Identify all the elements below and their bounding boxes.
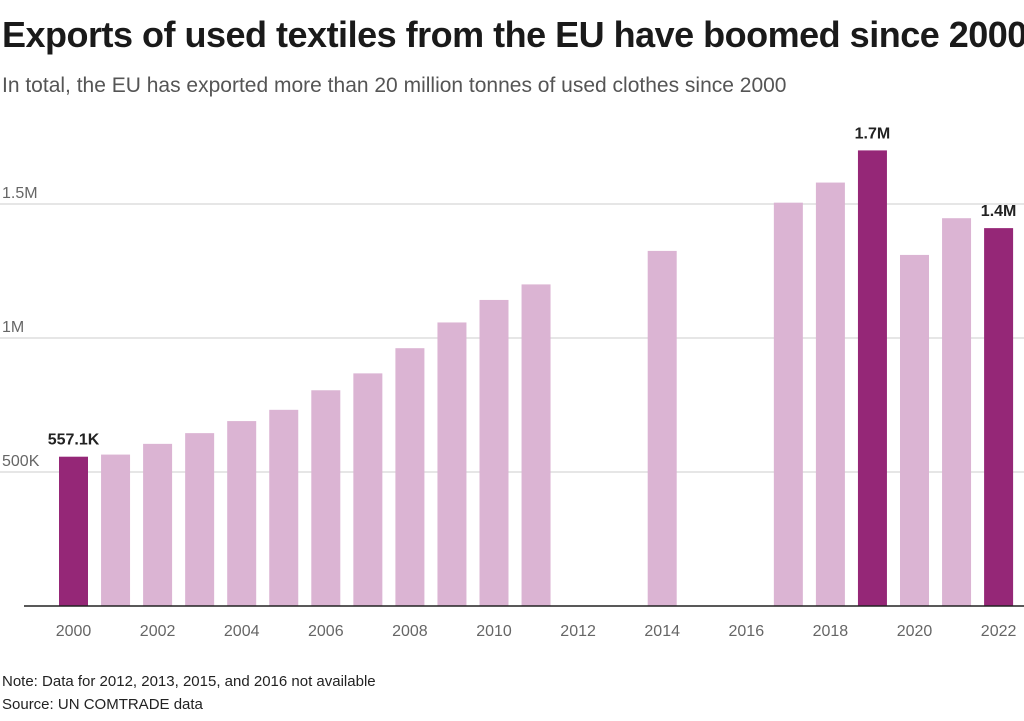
x-tick-label: 2014 [644,623,680,640]
x-tick-label: 2004 [224,623,260,640]
y-tick-label: 1M [2,319,24,336]
chart-title: Exports of used textiles from the EU hav… [2,14,1024,55]
bar [773,202,803,606]
bar [900,254,929,607]
chart-note: Note: Data for 2012, 2013, 2015, and 201… [2,673,376,690]
bar [143,443,173,606]
bar [521,284,551,606]
bars [59,150,1014,607]
data-label: 557.1K [48,432,100,449]
bar [353,373,383,606]
bar [227,421,257,606]
bar [479,299,509,606]
bar [395,348,425,606]
x-tick-label: 2010 [476,623,512,640]
x-tick-label: 2002 [140,623,176,640]
bar [437,322,467,606]
x-tick-label: 2000 [56,623,92,640]
bar [101,454,131,606]
x-tick-label: 2008 [392,623,428,640]
data-label: 1.4M [981,203,1017,220]
x-tick-label: 2018 [813,623,849,640]
x-tick-label: 2012 [560,623,596,640]
bar [647,250,677,606]
gridlines: 500K 1M 1.5M [0,185,1024,473]
bar [942,218,972,607]
bar [857,150,887,606]
data-labels: 557.1K 1.7M 1.4M [48,125,1017,448]
bar [815,182,845,606]
x-tick-label: 2022 [981,623,1017,640]
y-tick-label: 500K [2,453,40,470]
x-axis: 2000 2002 2004 2006 2008 2010 2012 2014 2016 2018… [24,605,1024,640]
y-tick-label: 1.5M [2,185,38,202]
x-tick-label: 2020 [897,623,933,640]
chart-source: Source: UN COMTRADE data [2,696,203,713]
data-label: 1.7M [855,125,891,142]
bar [984,228,1014,606]
bar [269,409,299,606]
bar [185,433,215,606]
x-tick-label: 2016 [729,623,765,640]
bar [311,390,341,606]
bar [59,456,88,606]
x-tick-label: 2006 [308,623,344,640]
chart-subtitle: In total, the EU has exported more than … [2,74,787,97]
